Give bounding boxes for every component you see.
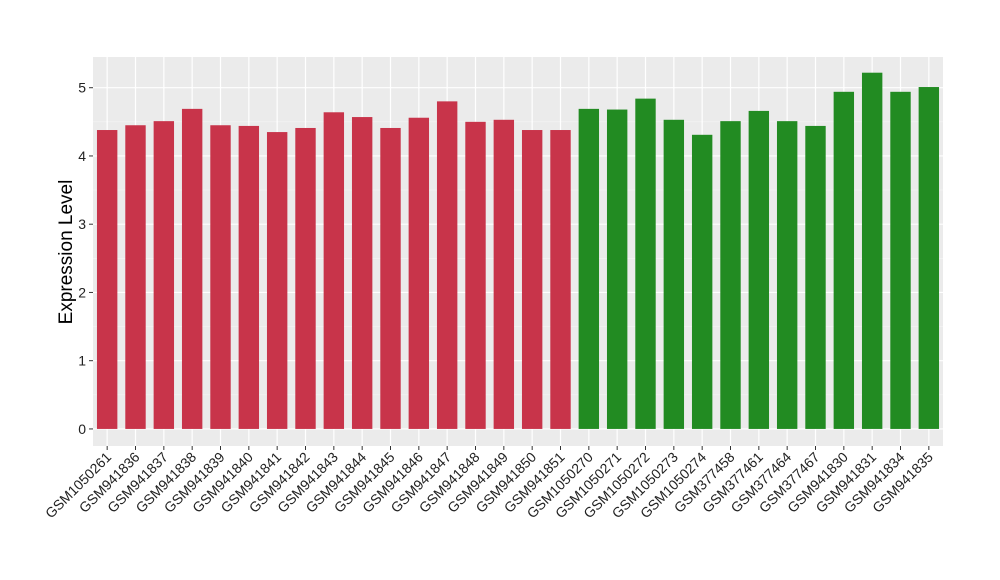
x-axis: GSM1050261GSM941836GSM941837GSM941838GSM… (42, 446, 936, 521)
bar-GSM941838 (181, 108, 203, 429)
bar-GSM1050274 (691, 134, 713, 429)
bar-GSM377464 (776, 121, 798, 429)
bar-GSM377461 (748, 110, 770, 429)
bar-GSM941844 (351, 117, 373, 429)
bar-GSM941850 (521, 130, 543, 429)
y-tick-label: 4 (78, 148, 86, 164)
bar-GSM1050270 (578, 108, 600, 429)
y-axis-title: Expression Level (56, 180, 77, 325)
bar-GSM377458 (720, 121, 741, 429)
bar-GSM941847 (436, 101, 458, 429)
bar-GSM941839 (210, 125, 231, 429)
bar-GSM941841 (266, 132, 288, 429)
bar-GSM941836 (125, 125, 146, 429)
bar-GSM941846 (408, 117, 430, 429)
y-axis: 0 1 2 3 4 5 (78, 80, 93, 437)
bar-GSM1050271 (606, 109, 628, 429)
y-tick-label: 5 (78, 80, 86, 96)
bar-GSM1050272 (635, 98, 656, 429)
bars (96, 72, 940, 429)
bar-GSM941837 (153, 121, 175, 429)
y-tick-label: 1 (78, 353, 86, 369)
bar-GSM1050261 (96, 130, 118, 429)
bar-GSM377467 (805, 125, 826, 429)
bar-GSM941848 (465, 121, 486, 429)
bar-GSM941835 (918, 87, 940, 429)
bar-GSM941851 (550, 130, 571, 429)
bar-GSM941834 (890, 91, 911, 429)
bar-GSM941830 (833, 91, 855, 429)
y-tick-label: 3 (78, 216, 86, 232)
bar-GSM1050273 (663, 119, 685, 429)
y-tick-label: 0 (78, 421, 86, 437)
bar-GSM941831 (861, 72, 883, 429)
y-tick-label: 2 (78, 284, 86, 300)
bar-GSM941840 (238, 125, 260, 429)
bar-GSM941843 (323, 112, 345, 429)
bar-GSM941849 (493, 119, 515, 429)
bar-GSM941842 (295, 127, 316, 429)
bar-GSM941845 (380, 127, 401, 429)
